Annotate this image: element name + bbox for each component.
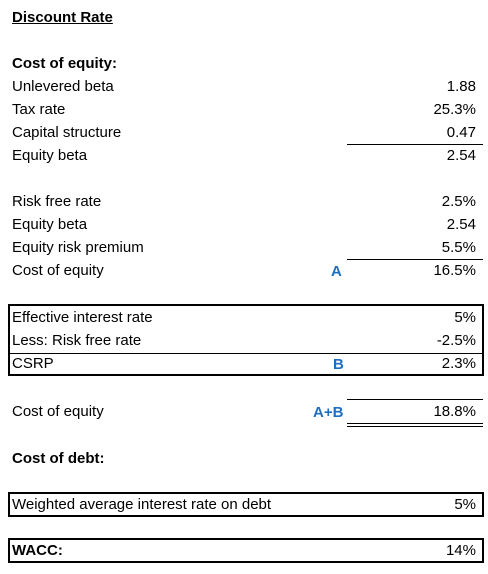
equity-beta-value: 2.54 (446, 147, 476, 164)
capital-structure-value: 0.47 (446, 124, 476, 141)
equity-risk-premium-label: Equity risk premium (12, 239, 144, 256)
effective-interest-rate-value: 5% (454, 309, 476, 326)
equity-beta-label: Equity beta (12, 147, 88, 164)
csrp-inner-divider (10, 353, 482, 354)
weighted-interest-label: Weighted average interest rate on debt (12, 496, 272, 513)
marker-a-plus-b: A+B (313, 404, 344, 421)
unlevered-beta-value: 1.88 (446, 78, 476, 95)
subtotal-divider (347, 144, 483, 145)
cost-of-equity-heading: Cost of equity: (12, 55, 117, 72)
total-cost-of-equity-value: 18.8% (433, 403, 476, 420)
page-title: Discount Rate (12, 9, 113, 26)
cost-of-equity-capm-label: Cost of equity (12, 262, 104, 279)
risk-free-rate-label: Risk free rate (12, 193, 102, 210)
weighted-interest-value: 5% (454, 496, 476, 513)
unlevered-beta-label: Unlevered beta (12, 78, 114, 95)
marker-b: B (333, 356, 344, 373)
total-top-divider (347, 399, 483, 400)
capm-equity-beta-value: 2.54 (446, 216, 476, 233)
tax-rate-value: 25.3% (433, 101, 476, 118)
less-risk-free-rate-label: Less: Risk free rate (12, 332, 142, 349)
csrp-label: CSRP (12, 355, 54, 372)
wacc-box (8, 538, 484, 563)
capital-structure-label: Capital structure (12, 124, 122, 141)
csrp-value: 2.3% (441, 355, 476, 372)
tax-rate-label: Tax rate (12, 101, 66, 118)
less-risk-free-rate-value: -2.5% (436, 332, 476, 349)
wacc-label: WACC: (12, 542, 63, 559)
wacc-value: 14% (445, 542, 476, 559)
marker-a: A (331, 263, 342, 280)
total-bottom-divider (347, 423, 483, 424)
risk-free-rate-value: 2.5% (441, 193, 476, 210)
capm-equity-beta-label: Equity beta (12, 216, 88, 233)
csrp-box (8, 304, 484, 376)
cost-of-debt-heading: Cost of debt: (12, 450, 105, 467)
total-cost-of-equity-label: Cost of equity (12, 403, 104, 420)
cost-of-equity-capm-value: 16.5% (433, 262, 476, 279)
effective-interest-rate-label: Effective interest rate (12, 309, 153, 326)
subtotal-divider (347, 259, 483, 260)
cost-of-debt-box (8, 492, 484, 517)
equity-risk-premium-value: 5.5% (441, 239, 476, 256)
total-double-underline (347, 426, 483, 427)
